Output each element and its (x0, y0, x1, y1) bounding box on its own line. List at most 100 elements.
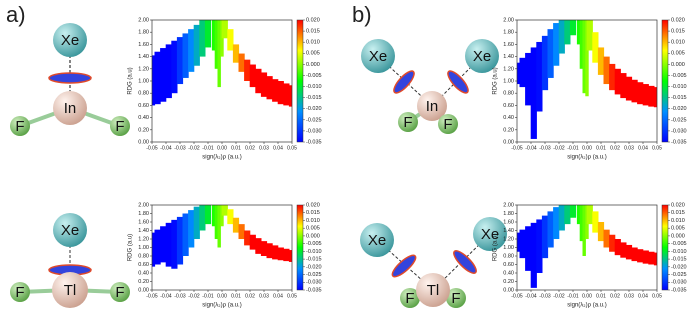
colorbar-tick-label: -0.030 (671, 280, 687, 286)
x-tick-label: -0.04 (160, 145, 172, 151)
x-tick-label: -0.01 (567, 293, 579, 299)
rdg-band (525, 52, 532, 106)
colorbar-tick-label: -0.035 (306, 287, 322, 293)
rdg-band (653, 252, 657, 266)
rdg-band (238, 53, 245, 72)
colorbar-tick-label: 0.000 (671, 62, 685, 68)
plot-marks (152, 205, 292, 269)
y-tick-label: 1.60 (503, 42, 514, 48)
rdg-band (620, 73, 627, 99)
colorbar (661, 204, 669, 291)
colorbar-tick-label: -0.035 (306, 139, 322, 145)
rdg-band (193, 24, 200, 66)
rdg-band (232, 44, 240, 63)
colorbar-tick-label: -0.005 (671, 241, 687, 247)
rdg-band (603, 56, 610, 85)
x-tick-label: 0.03 (259, 145, 269, 151)
y-tick-label: 2.00 (503, 202, 514, 208)
y-tick-label: 0.20 (503, 127, 514, 133)
x-tick-label: 0.01 (231, 145, 241, 151)
x-tick-label: 0.00 (582, 145, 592, 151)
colorbar-tick-label: -0.020 (306, 106, 322, 112)
plot-marks (152, 20, 292, 107)
rdg-band (182, 213, 189, 256)
rdg-band (582, 205, 586, 256)
colorbar-tick-label: 0.020 (306, 17, 320, 23)
rdg-band (541, 215, 549, 259)
x-tick-label: -0.03 (174, 293, 186, 299)
y-tick-label: 0.00 (138, 287, 149, 293)
rdg-band (176, 37, 184, 85)
y-tick-label: 0.80 (138, 253, 149, 259)
y-tick-label: 0.60 (138, 103, 149, 109)
colorbar-tick-label: -0.025 (671, 272, 687, 278)
molecule-b-in (361, 39, 499, 134)
x-tick-label: 0.04 (273, 145, 283, 151)
x-tick-label: 0.04 (638, 145, 648, 151)
rdg-band (586, 205, 593, 225)
rdg-band (631, 79, 638, 103)
y-tick-label: 0.60 (503, 262, 514, 268)
rdg-band (585, 20, 589, 97)
colorbar-tick-label: 0.015 (671, 210, 685, 216)
atom-label: Xe (481, 226, 499, 243)
rdg-band (154, 229, 161, 265)
rdg-band (614, 239, 621, 256)
colorbar-tick-label: 0.005 (306, 226, 320, 232)
atom-label: F (451, 290, 460, 307)
colorbar-tick-label: -0.035 (671, 139, 687, 145)
y-axis-label: RDG (a.u) (493, 67, 499, 94)
y-tick-label: 1.20 (138, 236, 149, 242)
rdg-band (288, 85, 292, 107)
rdg-band (154, 51, 161, 105)
atom-label: Xe (61, 32, 79, 49)
x-tick-label: -0.05 (511, 293, 523, 299)
colorbar-tick-label: 0.010 (306, 218, 320, 224)
colorbar-tick-label: -0.015 (306, 257, 322, 263)
x-tick-label: 0.02 (245, 293, 255, 299)
y-tick-label: 1.20 (503, 236, 514, 242)
y-tick-label: 1.20 (503, 66, 514, 72)
rdg-band (519, 57, 526, 88)
y-tick-label: 1.80 (503, 30, 514, 36)
x-tick-label: 0.05 (287, 145, 297, 151)
rdg-band (266, 243, 273, 259)
molecule-a-tl (10, 213, 130, 308)
y-tick-label: 1.20 (138, 66, 149, 72)
rdg-band (227, 29, 234, 51)
colorbar-tick-label: 0.010 (671, 40, 685, 46)
x-tick-label: 0.01 (231, 293, 241, 299)
rdg-band (609, 63, 616, 91)
colorbar (296, 204, 304, 291)
rdg-band (530, 47, 537, 139)
atom-label: F (443, 116, 452, 133)
rdg-band (204, 205, 212, 225)
rdg-band (625, 244, 633, 260)
x-tick-label: 0.01 (596, 145, 606, 151)
x-tick-label: 0.05 (287, 293, 297, 299)
plot-marks (517, 205, 657, 288)
rdg-band (188, 29, 195, 72)
plot-marks (517, 20, 657, 139)
x-tick-label: 0.01 (596, 293, 606, 299)
x-tick-label: 0.05 (652, 293, 662, 299)
rdg-band (569, 20, 577, 36)
rdg-band (214, 20, 219, 69)
y-tick-label: 0.20 (503, 279, 514, 285)
rdg-band (277, 81, 284, 105)
rdg-band (272, 245, 279, 260)
rdg-band (211, 20, 216, 51)
rdg-band (576, 20, 581, 45)
y-tick-label: 0.80 (503, 91, 514, 97)
rdg-band (642, 250, 649, 264)
colorbar-tick-label: 0.010 (306, 40, 320, 46)
rdg-band (558, 205, 565, 231)
atom-label: Tl (64, 282, 77, 299)
x-axis-label: sign(λ₂)ρ (a.u.) (202, 303, 241, 309)
y-axis-label: RDG (a.u) (128, 234, 134, 261)
rdg-band (249, 234, 256, 250)
rdg-chart: -0.05 -0.04 -0.03 -0.02 -0.01 0.00 0.01 0.02 0.0… (128, 17, 322, 160)
y-axis-label: RDG (a.u) (493, 234, 499, 261)
x-tick-label: -0.01 (567, 145, 579, 151)
rdg-band (648, 85, 655, 107)
